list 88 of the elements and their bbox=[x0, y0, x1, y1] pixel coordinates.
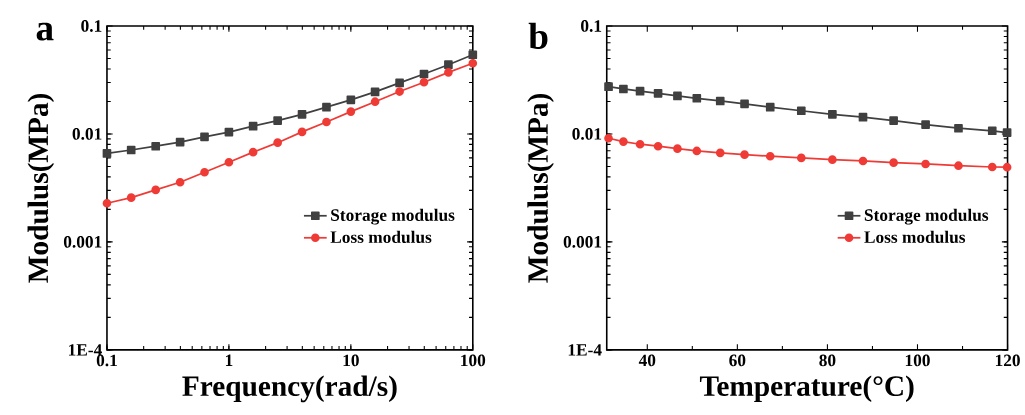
point bbox=[273, 138, 282, 148]
point bbox=[200, 132, 209, 142]
point bbox=[248, 147, 258, 157]
chart-title: a bbox=[36, 22, 54, 41]
point bbox=[692, 94, 702, 103]
point bbox=[987, 162, 997, 172]
point bbox=[322, 102, 331, 112]
point bbox=[715, 96, 725, 106]
point bbox=[619, 84, 628, 94]
x-tick-label: 1 bbox=[225, 354, 233, 367]
y-axis-title: Modulus(MPa) bbox=[27, 94, 55, 283]
point bbox=[765, 102, 775, 112]
point bbox=[468, 58, 478, 68]
x-tick-label: 0.1 bbox=[96, 354, 117, 367]
point bbox=[765, 151, 775, 161]
legend-label: Storage modulus bbox=[331, 208, 455, 225]
y-tick-label: 1E-4 bbox=[568, 344, 602, 356]
point bbox=[419, 78, 429, 87]
y-tick-label: 0.1 bbox=[581, 20, 602, 32]
point bbox=[395, 78, 404, 88]
legend-label: Storage modulus bbox=[864, 208, 989, 225]
point bbox=[954, 123, 963, 133]
point bbox=[889, 116, 898, 126]
point bbox=[635, 139, 645, 149]
y-tick-label: 1E-4 bbox=[68, 344, 102, 356]
point bbox=[322, 117, 331, 127]
x-tick-label: 120 bbox=[995, 354, 1020, 367]
point bbox=[619, 137, 628, 147]
point bbox=[224, 157, 234, 167]
point bbox=[346, 107, 356, 117]
point bbox=[715, 148, 725, 158]
point bbox=[604, 82, 613, 92]
point bbox=[444, 68, 453, 77]
point bbox=[102, 149, 112, 158]
y-tick-label: 0.01 bbox=[72, 128, 102, 140]
point bbox=[273, 116, 282, 126]
point bbox=[604, 134, 613, 143]
point bbox=[126, 193, 136, 203]
x-tick-label: 10 bbox=[343, 354, 359, 367]
point bbox=[126, 145, 136, 155]
point bbox=[635, 86, 645, 96]
point bbox=[987, 126, 997, 136]
point bbox=[653, 89, 663, 98]
point bbox=[297, 127, 307, 137]
point bbox=[444, 60, 453, 70]
x-tick-label: 40 bbox=[638, 354, 656, 367]
point bbox=[740, 150, 749, 160]
point bbox=[858, 112, 868, 122]
point bbox=[1002, 128, 1012, 137]
point bbox=[796, 153, 806, 163]
y-tick-label: 0.01 bbox=[572, 128, 602, 140]
point bbox=[828, 155, 837, 165]
point bbox=[673, 144, 682, 154]
point bbox=[395, 87, 404, 96]
point bbox=[200, 167, 209, 177]
point bbox=[297, 110, 307, 119]
point bbox=[828, 110, 837, 119]
point bbox=[1002, 162, 1012, 172]
y-axis-title: Modulus(MPa) bbox=[527, 94, 554, 283]
point bbox=[796, 106, 806, 116]
point bbox=[858, 156, 868, 166]
x-tick-label: 80 bbox=[819, 354, 836, 367]
legend-label: Loss modulus bbox=[864, 230, 966, 244]
point bbox=[921, 159, 930, 169]
point bbox=[921, 120, 930, 130]
legend-label: Loss modulus bbox=[330, 230, 432, 244]
point bbox=[102, 199, 112, 208]
y-tick-label: 0.001 bbox=[563, 236, 602, 248]
x-axis-title: Temperature(°C) bbox=[699, 375, 914, 403]
y-tick-label: 0.1 bbox=[81, 20, 102, 32]
point bbox=[740, 99, 749, 109]
point bbox=[954, 161, 963, 171]
chart-title: b bbox=[528, 22, 548, 50]
point bbox=[248, 121, 258, 131]
y-tick-label: 0.001 bbox=[63, 236, 102, 248]
point bbox=[151, 141, 161, 151]
x-tick-label: 60 bbox=[729, 354, 746, 367]
x-axis-title: Frequency(rad/s) bbox=[182, 375, 397, 403]
x-tick-label: 100 bbox=[905, 354, 930, 367]
point bbox=[673, 91, 682, 101]
point bbox=[889, 158, 898, 168]
point bbox=[370, 97, 380, 107]
point bbox=[175, 178, 185, 187]
point bbox=[692, 146, 702, 156]
point bbox=[653, 141, 663, 151]
x-tick-label: 100 bbox=[461, 354, 486, 367]
point bbox=[468, 50, 478, 60]
point bbox=[151, 185, 161, 195]
